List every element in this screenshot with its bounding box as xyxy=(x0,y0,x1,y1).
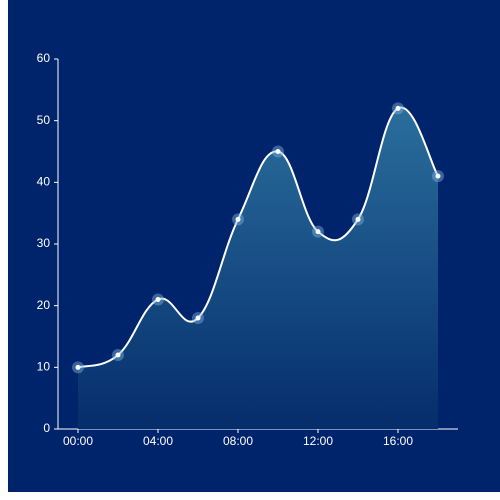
y-tick-label: 60 xyxy=(37,51,51,65)
line xyxy=(77,106,439,369)
x-tick-label: 16:00 xyxy=(383,434,413,448)
area xyxy=(78,107,438,429)
x-tick-label: 12:00 xyxy=(303,434,333,448)
marker xyxy=(315,229,321,235)
marker xyxy=(275,149,281,154)
x-tick-label: 04:00 xyxy=(143,434,173,448)
y-tick-label: 0 xyxy=(43,421,50,435)
marker xyxy=(395,105,401,111)
marker xyxy=(235,216,241,222)
x-tick-label: 08:00 xyxy=(223,434,253,448)
y-tick-label: 20 xyxy=(37,298,51,312)
y-tick-label: 40 xyxy=(37,175,51,189)
marker xyxy=(355,216,361,222)
x-tick-label: 00:00 xyxy=(63,434,93,448)
y-tick-label: 50 xyxy=(37,113,51,127)
marker xyxy=(115,352,121,358)
y-tick-label: 10 xyxy=(37,360,51,374)
y-tick-label: 30 xyxy=(37,236,51,250)
marker xyxy=(195,315,201,321)
marker xyxy=(155,297,161,302)
marker xyxy=(435,173,441,179)
marker xyxy=(75,364,81,370)
